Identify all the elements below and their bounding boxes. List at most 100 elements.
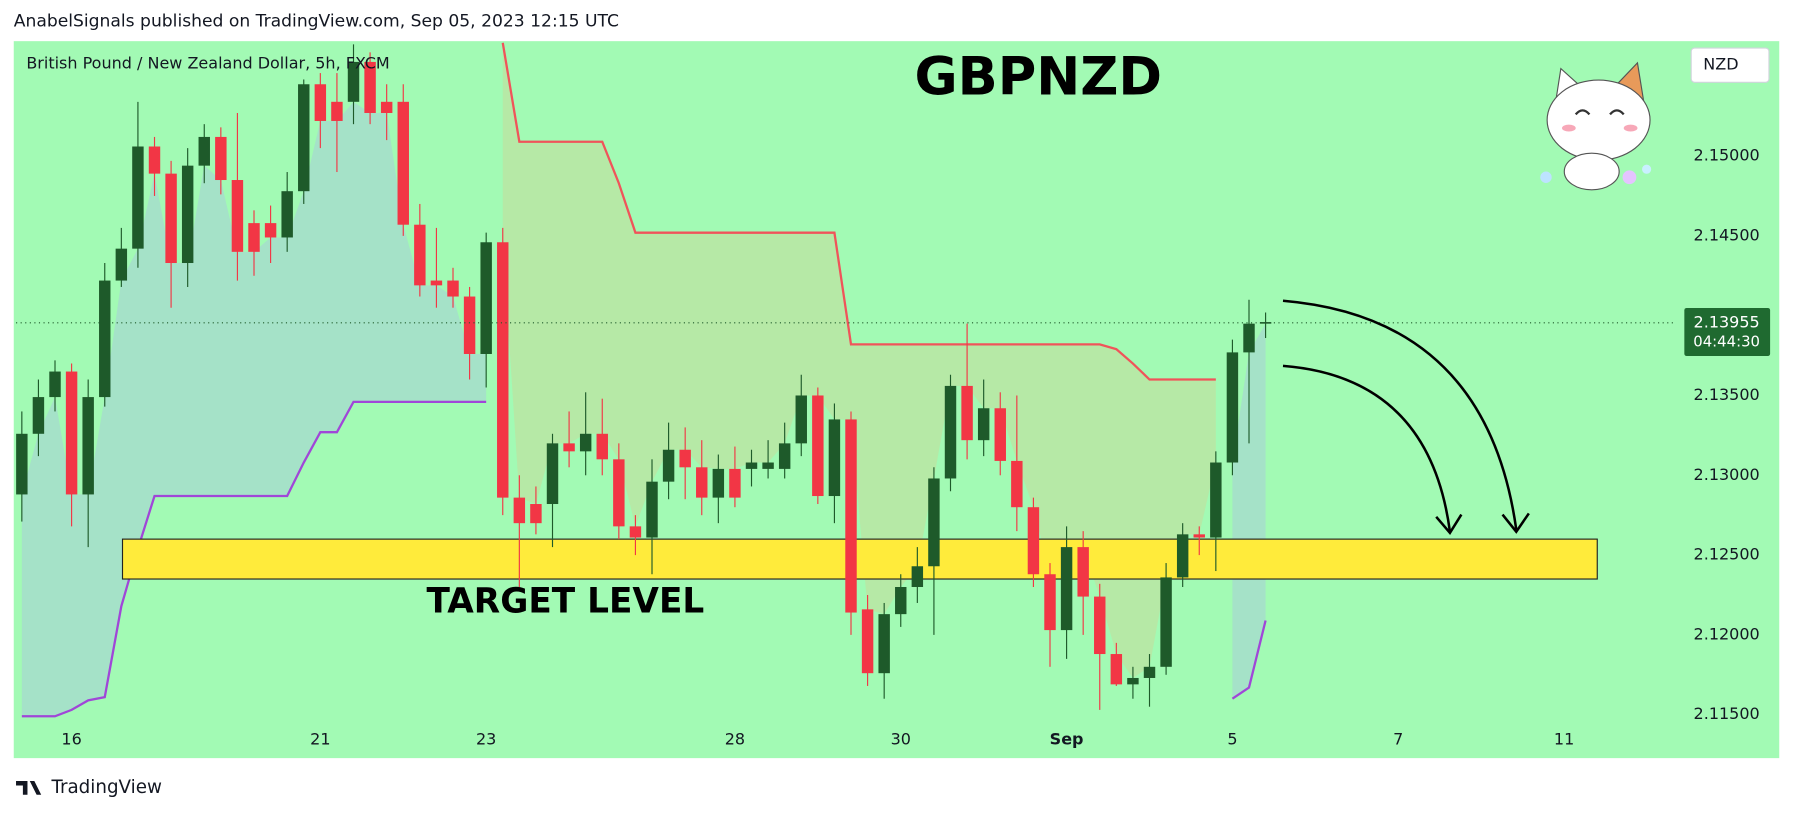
symbol: British Pound / New Zealand Dollar, 5h, … [26,54,389,73]
candle-body [696,467,708,498]
logo [16,780,42,795]
candle-body [911,566,924,588]
candle-body [198,136,210,166]
candle-body [712,468,725,498]
candle-body [132,146,144,249]
candle-body [1027,507,1040,575]
x-tick-label: Sep [1050,729,1084,748]
footer: TradingView [50,777,162,798]
candle-body [99,280,111,398]
y-tick-label: 2.12000 [1694,624,1760,643]
x-tick-label: 21 [310,729,330,748]
candle-body [447,280,459,297]
candle-body [579,433,592,452]
candle-body [778,443,791,469]
candle-body [762,462,774,469]
candle-body [679,449,691,468]
candle-body [662,449,675,482]
candle-body [314,84,327,121]
chart-title: GBPNZD [915,47,1163,108]
candle-body [629,526,642,538]
candle-body [812,395,824,497]
candle-body [364,61,376,113]
indicator-fill [1232,323,1266,699]
x-tick-label: 30 [891,729,911,748]
candle-body [430,280,443,286]
candle-body [480,242,492,354]
cat-sticker [1540,61,1652,191]
candle-body [1060,547,1073,631]
y-tick-label: 2.15000 [1694,146,1760,165]
candle-body [181,165,194,264]
y-tick-label: 2.11500 [1694,704,1760,723]
candle-body [1044,574,1056,631]
candle-body [729,468,741,498]
indicator-line [21,400,1267,718]
candle-body [231,180,244,252]
candle-body [1176,534,1189,578]
candle-body [563,443,575,452]
candle-body [1077,547,1089,597]
candle-body [828,419,841,497]
candle-body [380,101,393,113]
x-tick-label: 5 [1227,729,1237,748]
indicator-line [501,42,1216,381]
candle-body [298,84,310,192]
candle-body [596,433,608,460]
candle-body [16,433,28,495]
arrow-head [1435,513,1463,535]
candle-body [281,191,293,238]
candle-body [115,248,128,281]
candle-body [861,609,874,674]
arrow [1282,364,1452,532]
candle-body [82,397,94,495]
candle-body [1160,577,1172,667]
candle-body [248,223,260,252]
target-zone [121,538,1598,580]
candle-body [795,395,807,444]
price-tag [1684,307,1771,357]
x-tick-label: 23 [476,729,496,748]
y-tick-label: 2.14500 [1694,225,1760,244]
countdown: 04:44:30 [1693,332,1760,350]
candle-body [745,462,758,469]
currency-button[interactable] [1690,47,1770,83]
x-tick-label: 7 [1393,729,1403,748]
currency[interactable]: NZD [1703,55,1738,74]
candle-body [646,481,658,538]
candle-body [1011,460,1023,508]
candle-body [1226,352,1239,463]
candle-body [530,504,542,524]
candle-body [961,385,973,441]
x-tick-label: 11 [1554,729,1574,748]
candle-body [895,587,907,615]
candle-body [165,173,177,264]
candle-body [148,146,161,174]
candle-body [463,296,476,354]
candle-body [928,478,940,567]
candle-body [264,223,277,238]
candle-body [331,101,343,121]
candle-body [32,397,45,434]
y-tick-label: 2.12500 [1694,545,1760,564]
arrow-head [1501,512,1530,534]
candle-body [1143,666,1156,678]
candle-body [397,101,409,225]
candle-body [944,385,957,479]
price-tag-label: 2.13955 [1694,312,1760,331]
candle-body [347,61,360,102]
candle-body [1110,654,1123,685]
candle-body [49,371,61,398]
zone-label: TARGET LEVEL [427,582,705,622]
candle-body [497,242,509,498]
candle-body [1094,596,1106,655]
y-tick-label: 2.13000 [1694,465,1760,484]
candle-body [215,136,227,181]
candle-body [845,419,857,613]
candle-body [613,459,625,527]
y-tick-label: 2.13500 [1694,385,1760,404]
candle-body [1193,534,1205,538]
candle-body [994,408,1006,461]
candle-body [1127,677,1139,685]
